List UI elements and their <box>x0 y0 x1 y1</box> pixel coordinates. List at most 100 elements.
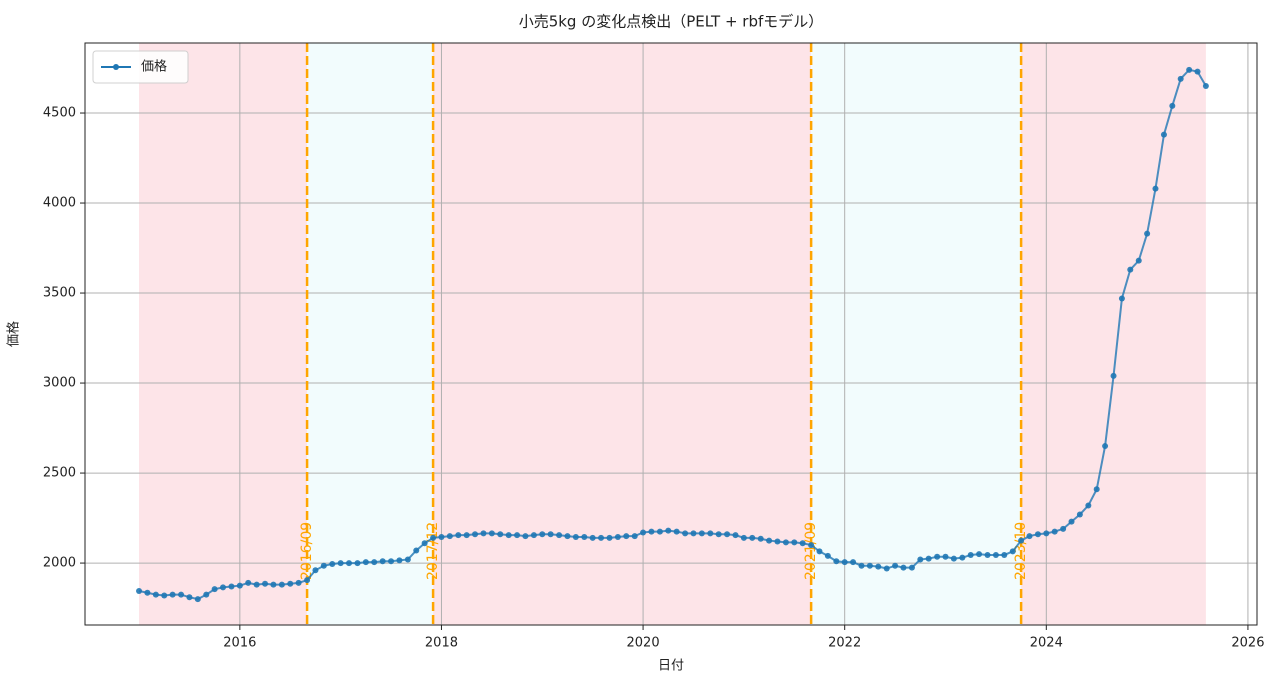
data-point <box>295 579 302 586</box>
data-point <box>1127 266 1134 273</box>
data-point <box>749 534 756 541</box>
data-point <box>774 538 781 545</box>
data-point <box>203 591 210 598</box>
data-point <box>1102 443 1109 450</box>
data-point <box>934 553 941 560</box>
data-point <box>228 583 235 590</box>
y-tick-label: 2000 <box>43 556 76 571</box>
data-point <box>1160 131 1167 138</box>
data-point <box>312 567 319 574</box>
data-point <box>950 555 957 562</box>
data-point <box>900 564 907 571</box>
data-point <box>522 533 529 540</box>
y-tick-label: 3500 <box>43 286 76 301</box>
data-point <box>304 577 311 584</box>
data-point <box>1152 185 1159 192</box>
change-point-label: 2023/10 <box>1013 522 1029 580</box>
data-point <box>631 533 638 540</box>
data-point <box>1060 525 1067 532</box>
data-point <box>850 559 857 566</box>
data-point <box>236 582 243 589</box>
change-point-label: 2016/09 <box>299 522 315 580</box>
legend: 価格 <box>92 50 189 84</box>
change-point-label: 2017/12 <box>425 522 441 580</box>
data-point <box>446 533 453 540</box>
data-point <box>808 542 815 549</box>
y-tick-label: 2500 <box>43 466 76 481</box>
x-tick-label: 2024 <box>1030 636 1063 651</box>
data-point <box>278 581 285 588</box>
data-point <box>917 556 924 563</box>
data-point <box>581 533 588 540</box>
data-point <box>690 530 697 537</box>
data-point <box>253 581 260 588</box>
data-point <box>1144 230 1151 237</box>
data-point <box>161 592 168 599</box>
data-point <box>623 533 630 540</box>
data-point <box>194 596 201 603</box>
data-point <box>799 540 806 547</box>
data-point <box>648 528 655 535</box>
legend-label: 価格 <box>141 59 167 75</box>
data-point <box>757 535 764 542</box>
x-tick-label: 2022 <box>828 636 861 651</box>
data-point <box>1009 548 1016 555</box>
data-point <box>455 532 462 539</box>
data-point <box>438 533 445 540</box>
data-point <box>152 591 159 598</box>
data-point <box>245 579 252 586</box>
data-point <box>841 559 848 566</box>
data-point <box>572 533 579 540</box>
data-point <box>169 591 176 598</box>
data-point <box>186 594 193 601</box>
data-point <box>589 534 596 541</box>
data-point <box>640 529 647 536</box>
data-point <box>1169 102 1176 109</box>
x-tick-label: 2026 <box>1231 636 1264 651</box>
data-point <box>858 562 865 569</box>
data-point <box>967 551 974 558</box>
data-point <box>1034 531 1041 538</box>
data-point <box>866 562 873 569</box>
chart-title: 小売5kg の変化点検出（PELT + rbfモデル） <box>519 13 824 31</box>
data-point <box>883 565 890 572</box>
data-point <box>698 530 705 537</box>
y-tick-label: 4500 <box>43 106 76 121</box>
data-point <box>480 530 487 537</box>
data-point <box>816 548 823 555</box>
segment-band <box>811 43 1022 625</box>
data-point <box>1194 68 1201 75</box>
segment-band <box>1021 43 1206 625</box>
data-point <box>505 532 512 539</box>
segment-band <box>307 43 434 625</box>
data-point <box>270 581 277 588</box>
data-point <box>682 530 689 537</box>
data-point <box>539 531 546 538</box>
data-point <box>1085 502 1092 509</box>
data-point <box>673 528 680 535</box>
plot-frame <box>84 42 1258 626</box>
data-point <box>488 530 495 537</box>
data-point <box>614 533 621 540</box>
data-point <box>875 563 882 570</box>
data-point <box>824 552 831 559</box>
data-point <box>1043 530 1050 537</box>
data-point <box>404 556 411 563</box>
change-point-label: 2021/09 <box>803 522 819 580</box>
data-point <box>514 532 521 539</box>
data-point <box>346 560 353 567</box>
data-point <box>1093 486 1100 493</box>
data-point <box>1001 551 1008 558</box>
data-point <box>430 534 437 541</box>
data-point <box>740 534 747 541</box>
data-point <box>396 557 403 564</box>
data-point <box>472 531 479 538</box>
data-point <box>421 540 428 547</box>
data-point <box>564 533 571 540</box>
data-point <box>984 551 991 558</box>
data-point <box>211 586 218 593</box>
data-point <box>136 587 143 594</box>
data-point <box>1051 528 1058 535</box>
data-point <box>791 539 798 546</box>
